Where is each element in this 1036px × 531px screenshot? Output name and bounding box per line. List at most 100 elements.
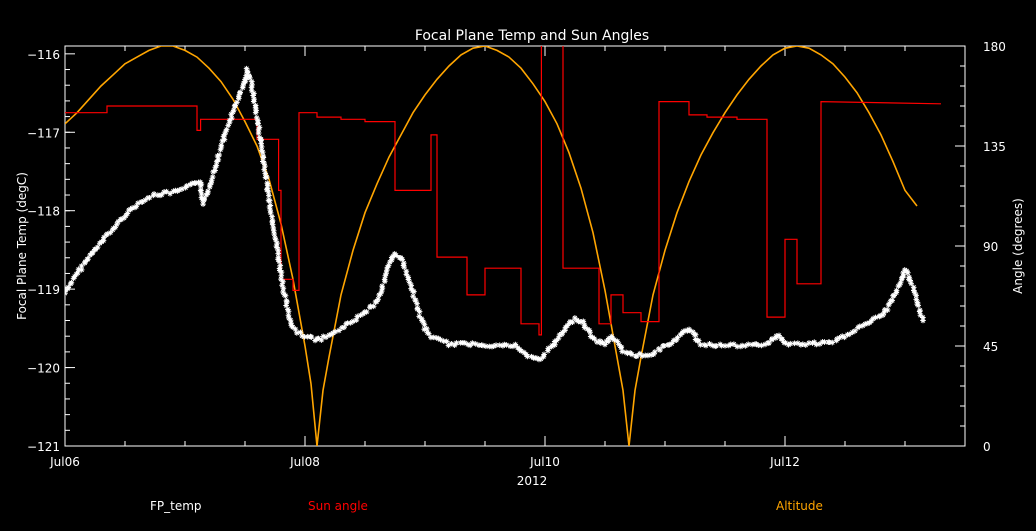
legend-sun-angle: Sun angle	[308, 499, 368, 513]
fp-temp-point	[695, 337, 702, 344]
fp-temp-point	[283, 302, 289, 309]
fp-temp-point	[231, 107, 237, 113]
fp-temp-point	[221, 136, 228, 143]
fp-temp-point	[701, 342, 707, 348]
fp-temp-point	[78, 263, 85, 269]
fp-temp-point	[893, 287, 900, 294]
fp-temp-point	[222, 129, 229, 135]
fp-temp-point	[297, 329, 304, 336]
fp-temp-point	[243, 72, 250, 79]
fp-temp-point	[278, 276, 284, 282]
fp-temp-point	[580, 318, 587, 325]
fp-temp-point	[870, 315, 876, 322]
fp-temp-point	[800, 341, 806, 347]
fp-temp-point	[453, 340, 460, 346]
fp-temp-point	[637, 350, 643, 357]
fp-temp-point	[920, 317, 926, 324]
fp-temp-point	[244, 69, 251, 76]
fp-temp-point	[538, 356, 544, 362]
fp-temp-point	[357, 312, 364, 318]
fp-temp-point	[176, 187, 183, 193]
fp-temp-point	[209, 174, 216, 180]
fp-temp-point	[674, 334, 681, 341]
fp-temp-point	[910, 284, 917, 291]
fp-temp-point	[287, 317, 294, 324]
fp-temp-point	[821, 339, 828, 345]
fp-temp-point	[443, 338, 450, 345]
fp-temp-point	[901, 267, 908, 273]
fp-temp-point	[261, 166, 267, 173]
fp-temp-point	[900, 273, 907, 279]
fp-temp-point	[594, 339, 600, 345]
legend-altitude: Altitude	[776, 499, 823, 513]
fp-temp-point	[731, 341, 737, 347]
fp-temp-point	[896, 282, 903, 288]
series-fp-temp	[65, 65, 926, 363]
fp-temp-point	[214, 153, 221, 159]
fp-temp-point	[221, 131, 228, 138]
fp-temp-point	[247, 75, 253, 81]
fp-temp-point	[523, 351, 530, 358]
fp-temp-point	[258, 137, 264, 144]
y-tick-label: −119	[27, 283, 60, 297]
fp-temp-point	[572, 315, 578, 321]
fp-temp-point	[265, 189, 272, 195]
fp-temp-point	[742, 343, 749, 349]
fp-temp-point	[886, 300, 893, 307]
fp-temp-point	[915, 302, 922, 309]
fp-temp-point	[282, 292, 289, 299]
fp-temp-point	[518, 348, 524, 354]
fp-temp-point	[614, 338, 621, 345]
fp-temp-point	[315, 335, 322, 342]
fp-temp-point	[71, 273, 78, 280]
fp-temp-point	[220, 133, 227, 140]
fp-temp-point	[249, 78, 255, 85]
fp-temp-point	[578, 319, 584, 325]
fp-temp-point	[107, 229, 114, 236]
fp-temp-point	[657, 347, 663, 353]
fp-temp-point	[242, 78, 249, 85]
fp-temp-point	[587, 333, 594, 340]
fp-temp-point	[205, 188, 211, 194]
fp-temp-point	[753, 341, 760, 347]
fp-temp-point	[849, 329, 856, 336]
fp-temp-point	[274, 240, 280, 246]
fp-temp-point	[234, 99, 240, 106]
fp-temp-point	[836, 334, 843, 341]
fp-temp-point	[911, 289, 918, 296]
fp-temp-point	[839, 333, 846, 339]
fp-temp-point	[250, 92, 256, 99]
series-sun-angle	[65, 46, 942, 336]
fp-temp-point	[294, 330, 300, 336]
fp-temp-point	[864, 320, 870, 327]
fp-temp-point	[266, 198, 273, 204]
fp-temp-point	[301, 334, 308, 340]
fp-temp-point	[829, 339, 836, 346]
fp-temp-point	[252, 105, 259, 111]
fp-temp-point	[255, 120, 261, 127]
fp-temp-point	[779, 336, 786, 343]
fp-temp-point	[212, 167, 218, 174]
fp-temp-point	[379, 283, 385, 289]
fp-temp-point	[493, 342, 499, 348]
fp-temp-point	[852, 328, 858, 334]
fp-temp-point	[246, 73, 252, 79]
fp-temp-point	[598, 340, 604, 346]
fp-temp-point	[776, 332, 782, 339]
fp-temp-point	[634, 353, 640, 360]
x-tick-label: Jul10	[529, 455, 560, 469]
fp-temp-point	[597, 338, 603, 344]
fp-temp-point	[739, 342, 745, 349]
fp-temp-point	[856, 323, 863, 330]
fp-temp-point	[158, 192, 165, 198]
fp-temp-point	[278, 269, 285, 275]
fp-temp-point	[385, 262, 392, 269]
fp-temp-point	[877, 312, 884, 319]
x-tick-label: Jul12	[769, 455, 800, 469]
fp-temp-point	[690, 329, 696, 335]
fp-temp-point	[405, 276, 412, 283]
fp-temp-point	[243, 65, 250, 72]
fp-temp-point	[252, 109, 259, 116]
fp-temp-point	[350, 318, 356, 325]
fp-temp-point	[586, 327, 593, 334]
